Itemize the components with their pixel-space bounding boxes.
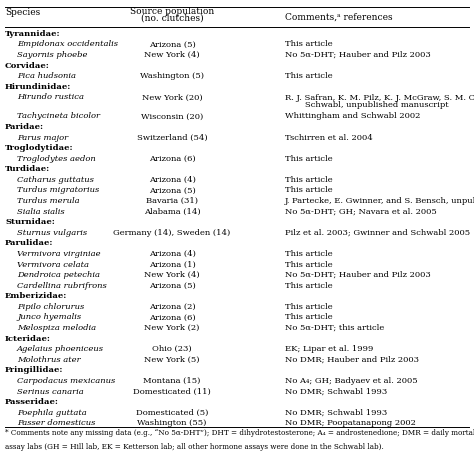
Text: Ohio (23): Ohio (23) [152, 345, 192, 353]
Text: This article: This article [285, 176, 333, 184]
Text: Corvidae:: Corvidae: [5, 62, 50, 70]
Text: Arizona (4): Arizona (4) [148, 176, 195, 184]
Text: New York (20): New York (20) [142, 93, 202, 101]
Text: Pipilo chlorurus: Pipilo chlorurus [17, 303, 84, 311]
Text: New York (2): New York (2) [144, 324, 200, 332]
Text: New York (4): New York (4) [144, 271, 200, 279]
Text: Whittingham and Schwabl 2002: Whittingham and Schwabl 2002 [285, 113, 420, 120]
Text: No DMR; Schwabl 1993: No DMR; Schwabl 1993 [285, 387, 387, 396]
Text: Fringillidae:: Fringillidae: [5, 366, 64, 374]
Text: Washington (55): Washington (55) [137, 419, 207, 427]
Text: No A₄; GH; Badyaev et al. 2005: No A₄; GH; Badyaev et al. 2005 [285, 377, 418, 385]
Text: No 5α-DHT; this article: No 5α-DHT; this article [285, 324, 384, 332]
Text: Pica hudsonia: Pica hudsonia [17, 72, 76, 80]
Text: Sturnidae:: Sturnidae: [5, 218, 55, 226]
Text: Passer domesticus: Passer domesticus [17, 419, 95, 427]
Text: Turdidae:: Turdidae: [5, 166, 50, 173]
Text: Paridae:: Paridae: [5, 123, 44, 131]
Text: Carpodacus mexicanus: Carpodacus mexicanus [17, 377, 115, 385]
Text: Parus major: Parus major [17, 133, 68, 141]
Text: No 5α-DHT; GH; Navara et al. 2005: No 5α-DHT; GH; Navara et al. 2005 [285, 208, 437, 216]
Text: Icteridae:: Icteridae: [5, 335, 51, 343]
Text: Turdus merula: Turdus merula [17, 197, 80, 205]
Text: Catharus guttatus: Catharus guttatus [17, 176, 94, 184]
Text: Junco hyemalis: Junco hyemalis [17, 313, 81, 321]
Text: Pilz et al. 2003; Gwinner and Schwabl 2005: Pilz et al. 2003; Gwinner and Schwabl 20… [285, 229, 470, 237]
Text: J. Partecke, E. Gwinner, and S. Bensch, unpublished manuscript: J. Partecke, E. Gwinner, and S. Bensch, … [285, 197, 474, 205]
Text: Arizona (5): Arizona (5) [149, 40, 195, 48]
Text: Schwabl, unpublished manuscript: Schwabl, unpublished manuscript [297, 101, 448, 109]
Text: Comments,ᵃ references: Comments,ᵃ references [285, 13, 392, 21]
Text: Arizona (1): Arizona (1) [149, 260, 195, 269]
Text: Hirundinidae:: Hirundinidae: [5, 83, 72, 91]
Text: Tschirren et al. 2004: Tschirren et al. 2004 [285, 133, 373, 141]
Text: assay labs (GH = Hill lab, EK = Ketterson lab; all other hormone assays were don: assay labs (GH = Hill lab, EK = Ketterso… [5, 443, 384, 451]
Text: Emberizidae:: Emberizidae: [5, 292, 67, 300]
Text: No 5α-DHT; Hauber and Pilz 2003: No 5α-DHT; Hauber and Pilz 2003 [285, 51, 431, 59]
Text: Cardellina rubrifrons: Cardellina rubrifrons [17, 282, 107, 290]
Text: This article: This article [285, 313, 333, 321]
Text: This article: This article [285, 155, 333, 163]
Text: This article: This article [285, 260, 333, 269]
Text: Switzerland (54): Switzerland (54) [137, 133, 207, 141]
Text: This article: This article [285, 250, 333, 258]
Text: New York (4): New York (4) [144, 51, 200, 59]
Text: This article: This article [285, 186, 333, 194]
Text: Troglodytes aedon: Troglodytes aedon [17, 155, 96, 163]
Text: Passeridae:: Passeridae: [5, 398, 59, 406]
Text: No DMR; Poopatanapong 2002: No DMR; Poopatanapong 2002 [285, 419, 416, 427]
Text: Troglodytidae:: Troglodytidae: [5, 144, 73, 152]
Text: Poephila guttata: Poephila guttata [17, 409, 87, 417]
Text: No DMR; Hauber and Pilz 2003: No DMR; Hauber and Pilz 2003 [285, 356, 419, 364]
Text: Parulidae:: Parulidae: [5, 239, 54, 247]
Text: Arizona (4): Arizona (4) [148, 250, 195, 258]
Text: Tyrannidae:: Tyrannidae: [5, 30, 61, 38]
Text: * Comments note any missing data (e.g., “No 5α-DHT”); DHT = dihydrotestosterone;: * Comments note any missing data (e.g., … [5, 429, 474, 437]
Text: Alabama (14): Alabama (14) [144, 208, 201, 216]
Text: Arizona (5): Arizona (5) [149, 186, 195, 194]
Text: No 5α-DHT; Hauber and Pilz 2003: No 5α-DHT; Hauber and Pilz 2003 [285, 271, 431, 279]
Text: Domesticated (11): Domesticated (11) [133, 387, 211, 396]
Text: Arizona (6): Arizona (6) [149, 155, 195, 163]
Text: Hirundo rustica: Hirundo rustica [17, 93, 84, 101]
Text: Molothrus ater: Molothrus ater [17, 356, 81, 364]
Text: Arizona (2): Arizona (2) [149, 303, 195, 311]
Text: Washington (5): Washington (5) [140, 72, 204, 80]
Text: Arizona (6): Arizona (6) [149, 313, 195, 321]
Text: Sayornis phoebe: Sayornis phoebe [17, 51, 88, 59]
Text: Empidonax occidentalis: Empidonax occidentalis [17, 40, 118, 48]
Text: New York (5): New York (5) [144, 356, 200, 364]
Text: Turdus migratorius: Turdus migratorius [17, 186, 99, 194]
Text: Montana (15): Montana (15) [143, 377, 201, 385]
Text: Melospiza melodia: Melospiza melodia [17, 324, 96, 332]
Text: Germany (14), Sweden (14): Germany (14), Sweden (14) [113, 229, 231, 237]
Text: Dendroica petechia: Dendroica petechia [17, 271, 100, 279]
Text: Sialia sialis: Sialia sialis [17, 208, 64, 216]
Text: Vermivora celata: Vermivora celata [17, 260, 89, 269]
Text: (no. clutches): (no. clutches) [141, 14, 203, 23]
Text: Agelaius phoeniceus: Agelaius phoeniceus [17, 345, 104, 353]
Text: Source population: Source population [130, 7, 214, 16]
Text: This article: This article [285, 72, 333, 80]
Text: No DMR; Schwabl 1993: No DMR; Schwabl 1993 [285, 409, 387, 417]
Text: Tachycineta bicolor: Tachycineta bicolor [17, 113, 100, 120]
Text: Wisconsin (20): Wisconsin (20) [141, 113, 203, 120]
Text: Vermivora virginiae: Vermivora virginiae [17, 250, 100, 258]
Text: Arizona (5): Arizona (5) [149, 282, 195, 290]
Text: This article: This article [285, 40, 333, 48]
Text: This article: This article [285, 303, 333, 311]
Text: Species: Species [5, 8, 40, 17]
Text: EK; Lipar et al. 1999: EK; Lipar et al. 1999 [285, 345, 374, 353]
Text: Domesticated (5): Domesticated (5) [136, 409, 208, 417]
Text: Bavaria (31): Bavaria (31) [146, 197, 198, 205]
Text: Sturnus vulgaris: Sturnus vulgaris [17, 229, 87, 237]
Text: R. J. Safran, K. M. Pilz, K. J. McGraw, S. M. Correa, and H.: R. J. Safran, K. M. Pilz, K. J. McGraw, … [285, 93, 474, 102]
Text: This article: This article [285, 282, 333, 290]
Text: Serinus canaria: Serinus canaria [17, 387, 84, 396]
